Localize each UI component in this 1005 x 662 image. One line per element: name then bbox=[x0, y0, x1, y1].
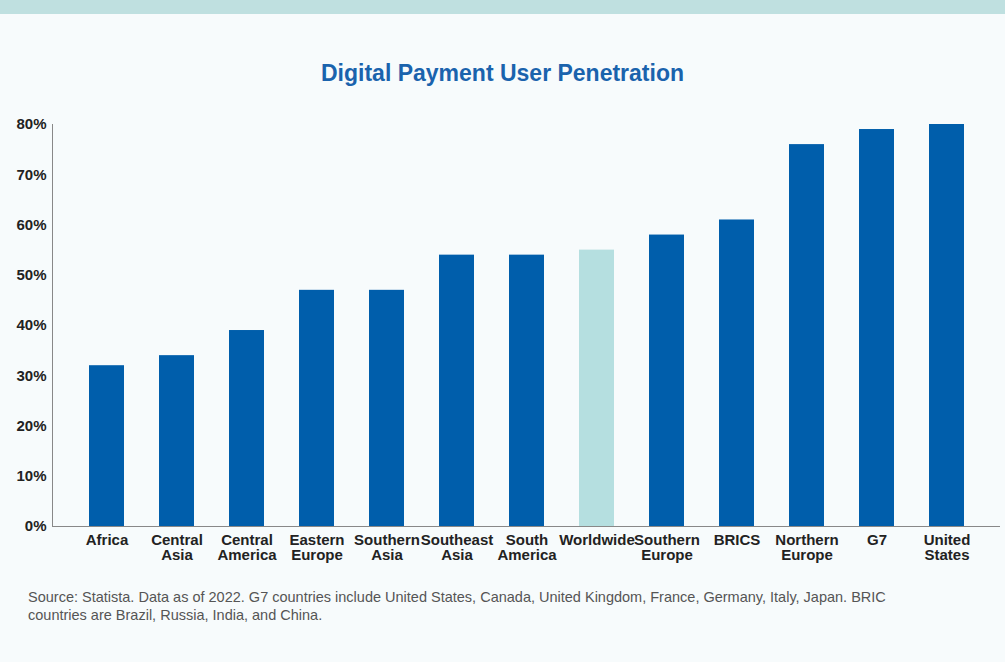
svg-text:BRICS: BRICS bbox=[714, 531, 761, 548]
svg-text:SouthernEurope: SouthernEurope bbox=[634, 531, 700, 563]
svg-text:SouthAmerica: SouthAmerica bbox=[497, 531, 557, 563]
svg-text:40%: 40% bbox=[16, 316, 46, 333]
svg-text:Worldwide: Worldwide bbox=[559, 531, 635, 548]
svg-text:10%: 10% bbox=[16, 467, 46, 484]
svg-text:Africa: Africa bbox=[86, 531, 129, 548]
svg-text:0%: 0% bbox=[25, 517, 47, 534]
svg-text:EasternEurope: EasternEurope bbox=[289, 531, 344, 563]
svg-text:30%: 30% bbox=[16, 367, 46, 384]
svg-text:NorthernEurope: NorthernEurope bbox=[775, 531, 838, 563]
html-text:Digital Payment User Penetrati: Digital Payment User Penetration bbox=[321, 60, 684, 86]
svg-text:SoutheastAsia: SoutheastAsia bbox=[421, 531, 494, 563]
html-text:Source: Statista. Data as of 2: Source: Statista. Data as of 2022. G7 co… bbox=[28, 589, 886, 624]
svg-text:CentralAsia: CentralAsia bbox=[151, 531, 203, 563]
svg-text:70%: 70% bbox=[16, 166, 46, 183]
svg-text:50%: 50% bbox=[16, 266, 46, 283]
svg-text:60%: 60% bbox=[16, 216, 46, 233]
svg-text:UnitedStates: UnitedStates bbox=[924, 531, 971, 563]
svg-text:80%: 80% bbox=[16, 115, 46, 132]
svg-text:SouthernAsia: SouthernAsia bbox=[354, 531, 420, 563]
svg-text:20%: 20% bbox=[16, 417, 46, 434]
svg-text:CentralAmerica: CentralAmerica bbox=[217, 531, 277, 563]
svg-text:G7: G7 bbox=[867, 531, 887, 548]
